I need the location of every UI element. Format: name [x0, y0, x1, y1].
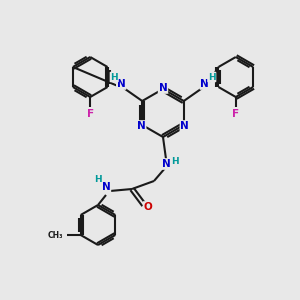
Text: H: H [208, 73, 216, 82]
Text: O: O [144, 202, 152, 212]
Text: N: N [117, 79, 126, 89]
Text: H: H [94, 176, 102, 184]
Text: F: F [232, 109, 239, 119]
Text: N: N [162, 159, 170, 169]
Text: F: F [87, 109, 94, 119]
Text: N: N [200, 79, 209, 89]
Text: H: H [171, 157, 179, 166]
Text: CH₃: CH₃ [47, 230, 63, 239]
Text: N: N [159, 83, 167, 93]
Text: N: N [180, 121, 189, 131]
Text: H: H [110, 73, 118, 82]
Text: N: N [137, 121, 146, 131]
Text: N: N [102, 182, 110, 192]
